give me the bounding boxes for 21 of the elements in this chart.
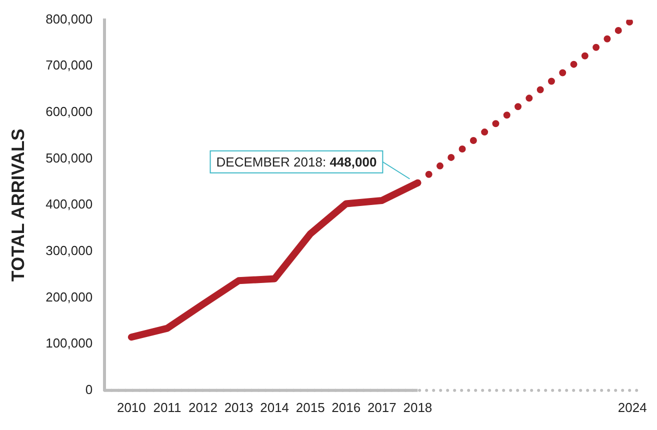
- x-tick-label: 2015: [296, 400, 325, 415]
- y-tick-label: 100,000: [46, 336, 93, 351]
- y-axis-title: TOTAL ARRIVALS: [8, 128, 28, 282]
- x-tick-label: 2017: [367, 400, 396, 415]
- y-tick-label: 200,000: [46, 289, 93, 304]
- y-tick-label: 700,000: [46, 58, 93, 73]
- x-tick-label: 2024: [618, 400, 647, 415]
- y-tick-label: 800,000: [46, 11, 93, 26]
- x-tick-label: 2012: [188, 400, 218, 415]
- x-tick-label: 2016: [332, 400, 361, 415]
- x-tick-label: 2010: [116, 400, 146, 415]
- y-tick-label: 400,000: [46, 196, 93, 212]
- x-tick-label: 2013: [224, 400, 254, 415]
- x-tick-label: 2018: [403, 400, 432, 415]
- y-tick-label: 600,000: [46, 104, 93, 120]
- annotation: DECEMBER 2018: 448,000: [216, 154, 377, 170]
- y-tick-label: 0: [85, 382, 93, 397]
- y-tick-label: 500,000: [46, 150, 93, 166]
- x-tick-label: 2014: [260, 400, 290, 415]
- x-tick-label: 2011: [153, 400, 182, 415]
- y-tick-label: 300,000: [46, 243, 93, 258]
